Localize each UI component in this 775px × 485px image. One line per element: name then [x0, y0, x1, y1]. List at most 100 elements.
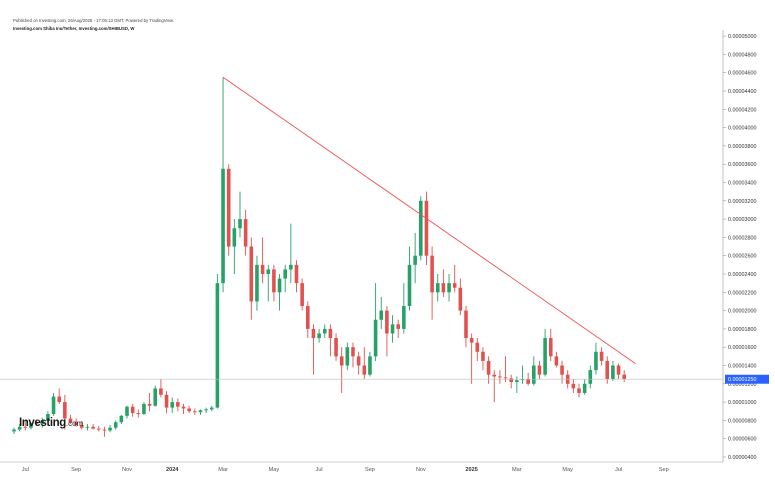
candle: [289, 223, 293, 284]
candle-body: [430, 255, 434, 293]
candle: [458, 278, 463, 316]
candle: [204, 407, 208, 414]
candle-body: [164, 394, 169, 408]
y-tick-label: 0.00004000: [728, 126, 756, 132]
candle: [441, 269, 446, 297]
candle-body: [622, 374, 626, 380]
candle: [577, 383, 581, 398]
candle-body: [452, 283, 457, 288]
y-tick-label: 0.00000400: [728, 455, 756, 461]
candle-body: [125, 406, 129, 416]
candle-body: [215, 283, 220, 408]
candle: [96, 425, 101, 432]
axes: 0.00000400 0.00000600 0.00000800 0.00001000…: [0, 30, 769, 473]
candle: [176, 398, 180, 412]
candle-body: [498, 376, 502, 378]
candle-body: [68, 418, 73, 423]
candle: [588, 365, 593, 389]
candle-body: [577, 388, 581, 393]
candle: [599, 347, 604, 366]
candle: [503, 356, 508, 382]
candle: [430, 246, 434, 320]
y-tick-label: 0.00000800: [728, 418, 756, 424]
candle: [243, 209, 248, 256]
y-tick-label: 0.00003800: [728, 144, 756, 150]
candle: [334, 333, 338, 361]
x-tick-label: 2025: [465, 467, 477, 473]
candle-body: [108, 427, 112, 431]
candle: [548, 328, 553, 361]
candle-body: [481, 351, 485, 361]
candle-body: [362, 365, 367, 375]
candle-body: [328, 328, 333, 339]
candle: [181, 403, 186, 414]
candle: [300, 278, 304, 311]
candle: [113, 420, 118, 430]
candle-body: [571, 383, 576, 389]
candle-body: [486, 360, 491, 375]
candle: [424, 191, 429, 265]
candle: [520, 365, 525, 384]
candle: [164, 391, 169, 414]
candle-body: [492, 374, 497, 377]
candle-body: [594, 351, 598, 371]
candle: [63, 394, 67, 430]
candle-body: [113, 422, 118, 428]
y-tick-label: 0.00004600: [728, 71, 756, 77]
candle-body: [560, 365, 564, 375]
candle-body: [537, 365, 542, 375]
candle: [351, 342, 355, 368]
candle-body: [351, 347, 355, 357]
candle-body: [221, 168, 225, 284]
chart-source-line: Investing.com Shiba Inu/Tether, Investin…: [13, 26, 135, 31]
candle: [221, 77, 225, 293]
candle: [85, 424, 90, 431]
trendline: [222, 76, 636, 365]
candle-body: [611, 365, 615, 380]
y-tick-label: 0.00002800: [728, 235, 756, 241]
candle: [435, 274, 440, 302]
candle-body: [102, 429, 107, 431]
candle: [108, 424, 112, 433]
candle-body: [390, 324, 395, 334]
candle-body: [385, 310, 389, 334]
y-tick-label: 0.00001600: [728, 345, 756, 351]
candle: [283, 264, 287, 293]
x-tick-label: Sep: [365, 467, 375, 473]
candle: [317, 328, 321, 343]
candle: [57, 388, 61, 404]
candle-body: [266, 269, 271, 274]
candle: [226, 164, 231, 256]
x-tick-label: 2024: [166, 467, 179, 473]
candle: [396, 319, 400, 339]
candle-body: [469, 338, 474, 343]
candle-body: [306, 306, 310, 329]
candle-body: [34, 423, 39, 425]
candle: [611, 360, 615, 382]
candle-body: [368, 356, 372, 375]
candle-body: [582, 383, 587, 393]
candle-body: [232, 228, 237, 247]
candle-body: [413, 255, 417, 265]
x-tick-label: Jul: [615, 467, 622, 473]
candle: [605, 356, 610, 384]
logo-domain: .com: [65, 419, 84, 428]
candle: [159, 379, 163, 398]
candle: [17, 424, 22, 432]
candle: [582, 379, 587, 395]
candle-body: [238, 219, 242, 229]
plot-area[interactable]: [0, 76, 723, 437]
x-tick-label: Nov: [416, 467, 426, 473]
candle-body: [96, 428, 101, 430]
y-tick-label: 0.00004400: [728, 89, 756, 95]
candle: [153, 385, 158, 407]
candle-body: [520, 379, 525, 381]
candle: [272, 264, 276, 302]
y-tick-label: 0.00002600: [728, 254, 756, 260]
candle-body: [74, 422, 78, 425]
candle: [266, 264, 271, 302]
candle: [498, 370, 502, 384]
y-tick-label: 0.00005000: [728, 34, 756, 40]
candle-body: [119, 415, 124, 423]
